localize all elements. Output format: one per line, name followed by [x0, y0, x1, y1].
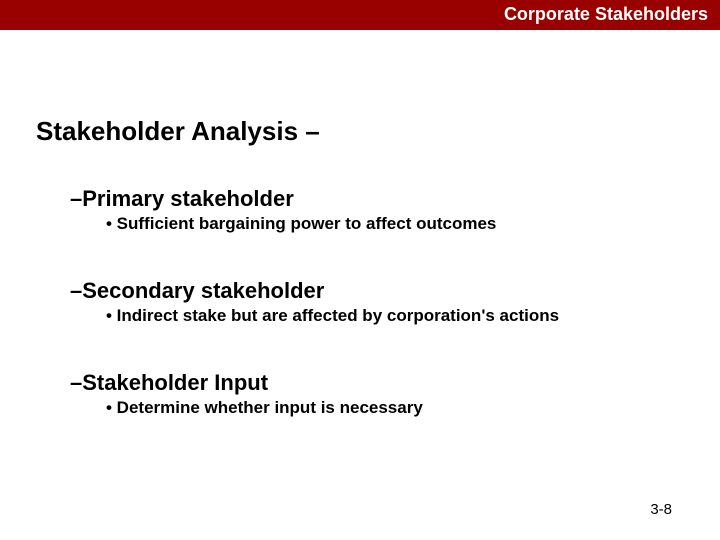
section-secondary-stakeholder: –Secondary stakeholder	[70, 278, 324, 304]
section-stakeholder-input: –Stakeholder Input	[70, 370, 268, 396]
bullet-item: • Indirect stake but are affected by cor…	[106, 306, 559, 326]
slide-title: Stakeholder Analysis –	[36, 116, 320, 147]
section-heading: –Secondary stakeholder	[70, 278, 324, 304]
section-primary-stakeholder: –Primary stakeholder	[70, 186, 294, 212]
section-heading: –Primary stakeholder	[70, 186, 294, 212]
bullet-item: • Determine whether input is necessary	[106, 398, 423, 418]
page-number: 3-8	[650, 501, 672, 518]
slide: Corporate Stakeholders Stakeholder Analy…	[0, 0, 720, 540]
header-title: Corporate Stakeholders	[504, 4, 708, 25]
section-heading: –Stakeholder Input	[70, 370, 268, 396]
bullet-item: • Sufficient bargaining power to affect …	[106, 214, 496, 234]
